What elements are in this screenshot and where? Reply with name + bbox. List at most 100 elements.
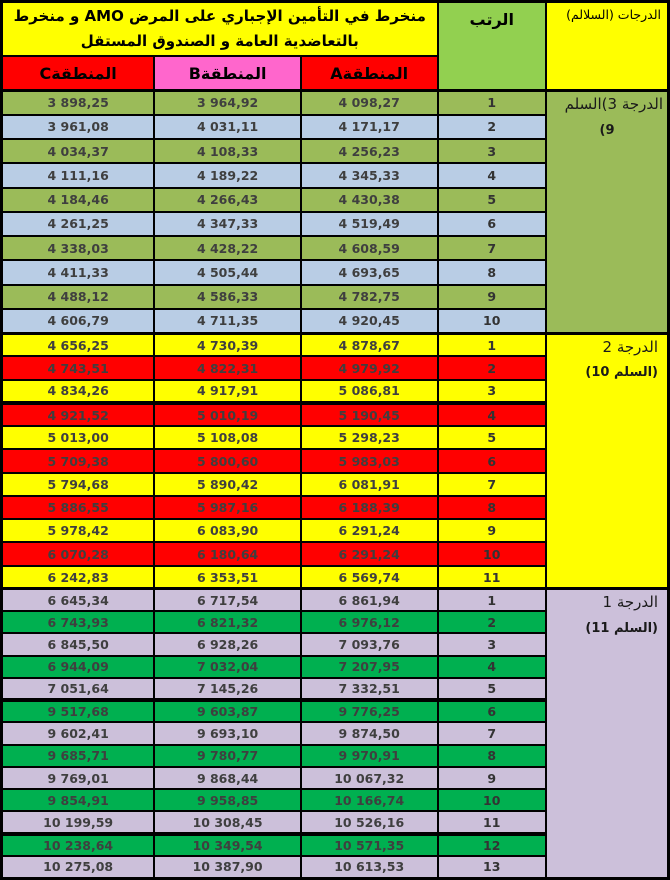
table-row: 10 4 920,45 4 711,35 4 606,79 — [0, 307, 669, 335]
salary-cell-region-a: 9 776,25 — [299, 698, 439, 724]
table-row: 9 10 067,32 9 868,44 9 769,01 — [0, 765, 669, 791]
salary-cell-region-c: 6 070,28 — [0, 541, 156, 567]
salary-cell-region-c: 4 261,25 — [0, 210, 156, 238]
salary-cell-region-b: 5 108,08 — [153, 425, 302, 451]
rank-cell: 1 — [436, 88, 547, 116]
salary-cell-region-b: 6 083,90 — [153, 518, 302, 544]
salary-cell-region-c: 5 978,42 — [0, 518, 156, 544]
salary-cell-region-a: 10 067,32 — [299, 765, 439, 791]
salary-cell-region-b: 7 145,26 — [153, 676, 302, 702]
rank-cell: 8 — [436, 259, 547, 286]
rank-cell: 10 — [436, 307, 547, 335]
salary-cell-region-b: 4 586,33 — [153, 283, 302, 310]
salary-cell-region-c: 5 013,00 — [0, 425, 156, 451]
table-title: منخرط في التأمين الإجباري على المرض AMO … — [0, 0, 439, 58]
salary-cell-region-a: 4 608,59 — [299, 235, 439, 262]
rank-cell: 12 — [436, 831, 547, 857]
table-row: الدرجة 2 (السلم 10) 1 4 878,67 4 730,39 4 656… — [0, 331, 670, 590]
salary-cell-region-b: 5 800,60 — [153, 448, 302, 474]
salary-cell-region-a: 6 291,24 — [299, 518, 439, 544]
salary-cell-region-b: 5 010,19 — [153, 400, 302, 428]
rank-cell: 7 — [436, 471, 547, 497]
header-row-regions: المنطقةA المنطقةB المنطقةC — [0, 55, 669, 92]
salary-cell-region-c: 4 034,37 — [0, 138, 156, 165]
salary-cell-region-a: 4 430,38 — [299, 186, 439, 213]
salary-cell-region-b: 9 693,10 — [153, 721, 302, 746]
salary-cell-region-a: 4 519,49 — [299, 210, 439, 238]
rank-cell: 2 — [436, 113, 547, 141]
salary-cell-region-a: 7 332,51 — [299, 676, 439, 702]
salary-cell-region-c: 4 411,33 — [0, 259, 156, 286]
salary-cell-region-a: 7 207,95 — [299, 654, 439, 679]
rank-cell: 6 — [436, 698, 547, 724]
salary-cell-region-b: 6 717,54 — [153, 587, 302, 613]
salary-cell-region-b: 4 428,22 — [153, 235, 302, 262]
salary-cell-region-c: 4 921,52 — [0, 400, 156, 428]
salary-cell-region-c: 9 854,91 — [0, 788, 156, 813]
degree-label-l1: الدرجة 1 — [602, 593, 658, 612]
salary-cell-region-b: 4 108,33 — [153, 138, 302, 165]
salary-cell-region-c: 4 184,46 — [0, 186, 156, 213]
rank-cell: 4 — [436, 654, 547, 679]
salary-cell-region-a: 4 979,92 — [299, 355, 439, 381]
rank-cell: 3 — [436, 632, 547, 657]
salary-cell-region-a: 9 874,50 — [299, 721, 439, 746]
salary-cell-region-c: 10 199,59 — [0, 810, 156, 835]
salary-cell-region-b: 9 958,85 — [153, 788, 302, 813]
rank-cell: 13 — [436, 854, 547, 880]
salary-cell-region-c: 9 769,01 — [0, 765, 156, 791]
salary-cell-region-a: 10 613,53 — [299, 854, 439, 880]
salary-cell-region-b: 4 505,44 — [153, 259, 302, 286]
rank-cell: 9 — [436, 518, 547, 544]
salary-cell-region-c: 4 338,03 — [0, 235, 156, 262]
salary-cell-region-c: 4 111,16 — [0, 162, 156, 189]
rank-cell: 2 — [436, 355, 547, 381]
salary-cell-region-a: 6 976,12 — [299, 610, 439, 635]
degree-label-l1: الدرجة 3)السلم — [564, 95, 663, 113]
salary-cell-region-c: 5 794,68 — [0, 471, 156, 497]
salary-cell-region-a: 5 298,23 — [299, 425, 439, 451]
salary-cell-region-a: 7 093,76 — [299, 632, 439, 657]
rank-cell: 7 — [436, 235, 547, 262]
rank-cell: 8 — [436, 743, 547, 768]
degree-label-l2: 9) — [599, 122, 615, 138]
salary-cell-region-a: 4 256,23 — [299, 138, 439, 165]
salary-cell-region-b: 10 387,90 — [153, 854, 302, 880]
salary-cell-region-a: 9 970,91 — [299, 743, 439, 768]
salary-cell-region-c: 10 238,64 — [0, 831, 156, 857]
salary-cell-region-c: 9 685,71 — [0, 743, 156, 768]
table-row: الدرجة 3)السلم 9) 1 4 098,27 3 964,92 3 898,2… — [0, 88, 670, 335]
salary-cell-region-b: 3 964,92 — [153, 88, 302, 116]
salary-cell-region-b: 4 711,35 — [153, 307, 302, 335]
salary-cell-region-a: 6 569,74 — [299, 564, 439, 590]
salary-cell-region-a: 6 861,94 — [299, 587, 439, 613]
rank-cell: 5 — [436, 676, 547, 702]
salary-cell-region-a: 4 920,45 — [299, 307, 439, 335]
salary-cell-region-a: 4 878,67 — [299, 331, 439, 358]
salary-cell-region-c: 7 051,64 — [0, 676, 156, 702]
rank-cell: 5 — [436, 186, 547, 213]
salary-cell-region-b: 4 917,91 — [153, 378, 302, 404]
salary-cell-region-a: 5 983,03 — [299, 448, 439, 474]
salary-cell-region-b: 6 928,26 — [153, 632, 302, 657]
rank-cell: 4 — [436, 162, 547, 189]
salary-cell-region-c: 4 606,79 — [0, 307, 156, 335]
table-row: 10 10 166,74 9 958,85 9 854,91 — [0, 788, 669, 813]
rank-cell: 9 — [436, 765, 547, 791]
rank-cell: 6 — [436, 210, 547, 238]
salary-cell-region-a: 6 291,24 — [299, 541, 439, 567]
salary-cell-region-b: 4 822,31 — [153, 355, 302, 381]
